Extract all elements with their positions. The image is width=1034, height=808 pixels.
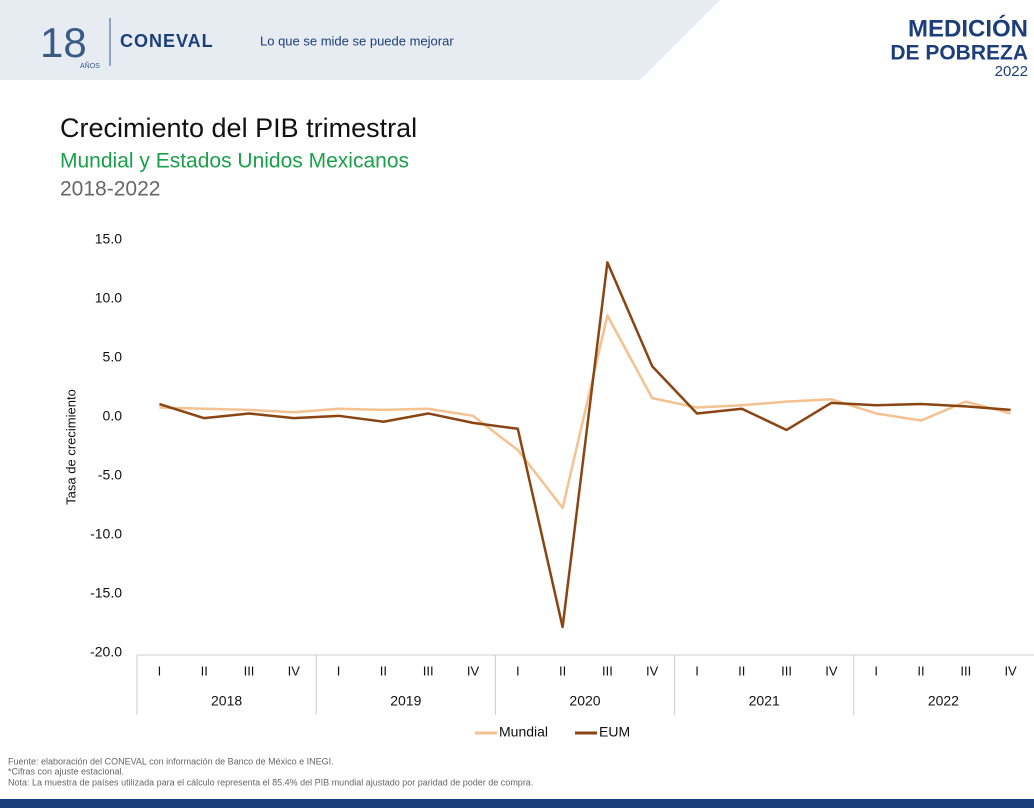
y-tick-label: -15.0 [90, 585, 122, 601]
x-tick-label: III [960, 663, 971, 678]
x-group-label: 2021 [749, 693, 780, 709]
series-line [159, 261, 1011, 629]
x-group-label: 2019 [390, 693, 421, 709]
x-tick-label: II [917, 663, 924, 678]
chart-period: 2018-2022 [60, 178, 160, 201]
y-tick-label: -5.0 [98, 467, 122, 483]
x-group-label: 2018 [211, 693, 242, 709]
x-tick-label: II [738, 663, 745, 678]
footer-bar [0, 799, 1034, 808]
x-tick-label: IV [288, 663, 301, 678]
logo-year: 2022 [995, 63, 1028, 80]
x-tick-label: III [244, 663, 255, 678]
x-tick-label: IV [646, 663, 659, 678]
footnote: Fuente: elaboración del CONEVAL con info… [8, 756, 334, 766]
x-tick-label: I [337, 663, 341, 678]
x-tick-label: I [874, 663, 878, 678]
y-tick-label: 5.0 [103, 349, 123, 365]
x-tick-label: IV [467, 663, 480, 678]
x-tick-label: I [516, 663, 520, 678]
x-tick-label: III [781, 663, 792, 678]
header-band [0, 0, 720, 80]
x-group-label: 2022 [928, 693, 959, 709]
y-tick-label: 10.0 [95, 290, 122, 306]
brand: CONEVAL [120, 31, 214, 51]
legend-label: EUM [599, 724, 630, 740]
y-tick-label: 15.0 [95, 231, 122, 247]
footnote: *Cifras con ajuste estacional. [8, 766, 124, 776]
y-tick-label: -10.0 [90, 526, 122, 542]
x-tick-label: I [695, 663, 699, 678]
slogan: Lo que se mide se puede mejorar [260, 33, 454, 48]
badge-text: AÑOS [80, 61, 100, 70]
x-tick-label: I [158, 663, 162, 678]
logo-line1: MEDICIÓN [908, 14, 1028, 42]
y-tick-label: -20.0 [90, 644, 122, 660]
x-tick-label: II [201, 663, 208, 678]
x-tick-label: IV [1004, 663, 1017, 678]
logo-line2: DE POBREZA [890, 42, 1028, 65]
legend-label: Mundial [499, 724, 548, 740]
y-tick-label: 0.0 [103, 408, 123, 424]
footnote: Nota: La muestra de países utilizada par… [8, 777, 533, 787]
badge-number: 18 [40, 19, 87, 66]
x-tick-label: IV [825, 663, 838, 678]
x-tick-label: II [380, 663, 387, 678]
y-axis-label: Tasa de crecimiento [63, 389, 78, 505]
x-group-label: 2020 [569, 693, 600, 709]
x-tick-label: III [423, 663, 434, 678]
x-tick-label: III [602, 663, 613, 678]
chart-subtitle: Mundial y Estados Unidos Mexicanos [60, 150, 409, 173]
x-tick-label: II [559, 663, 566, 678]
series-line [159, 314, 1011, 510]
chart-title: Crecimiento del PIB trimestral [60, 113, 417, 143]
